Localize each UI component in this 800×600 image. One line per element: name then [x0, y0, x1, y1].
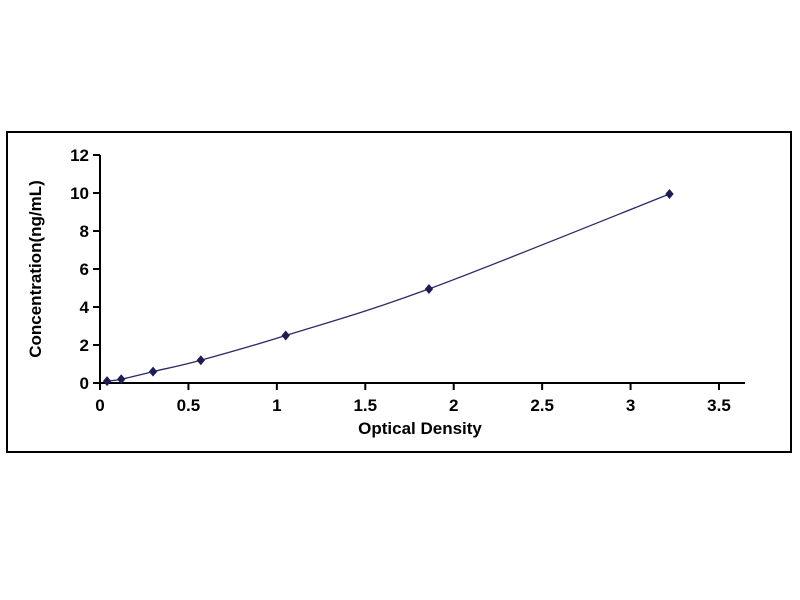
- x-tick-label: 3: [626, 396, 635, 415]
- tick-marks: [93, 154, 720, 390]
- elisa-standard-curve-figure: 0 2 4 6 8 10 12 0 0.5 1 1.5 2 2.5 3 3.5 Concentration(…: [6, 131, 792, 453]
- data-point-marker: [148, 366, 158, 377]
- data-point-marker: [117, 374, 126, 385]
- x-tick-label: 0: [95, 396, 104, 415]
- chart-canvas: 0 2 4 6 8 10 12 0 0.5 1 1.5 2 2.5 3 3.5: [70, 146, 745, 415]
- y-axis-title: Concentration(ng/mL): [26, 180, 45, 358]
- data-point-marker: [665, 188, 674, 199]
- y-tick-label: 4: [80, 298, 90, 317]
- x-tick-label: 1: [272, 396, 281, 415]
- data-point-markers: [102, 188, 674, 387]
- data-point-marker: [424, 283, 434, 294]
- y-tick-label: 12: [70, 146, 89, 165]
- y-tick-label: 2: [80, 336, 89, 355]
- x-tick-label: 0.5: [177, 396, 201, 415]
- y-tick-label: 8: [80, 222, 89, 241]
- y-tick-label: 10: [70, 184, 89, 203]
- tick-labels: 0 2 4 6 8 10 12 0 0.5 1 1.5 2 2.5 3 3.5: [70, 146, 731, 415]
- axes: [99, 155, 745, 384]
- y-tick-label: 0: [80, 374, 89, 393]
- x-tick-label: 2: [449, 396, 458, 415]
- data-point-marker: [281, 330, 290, 341]
- x-tick-label: 2.5: [530, 396, 554, 415]
- x-tick-label: 3.5: [707, 396, 731, 415]
- x-axis-title: Optical Density: [358, 419, 482, 438]
- x-tick-label: 1.5: [353, 396, 377, 415]
- standard-curve-line: [107, 193, 670, 382]
- y-tick-label: 6: [80, 260, 89, 279]
- data-point-marker: [196, 355, 206, 366]
- data-point-marker: [102, 376, 112, 387]
